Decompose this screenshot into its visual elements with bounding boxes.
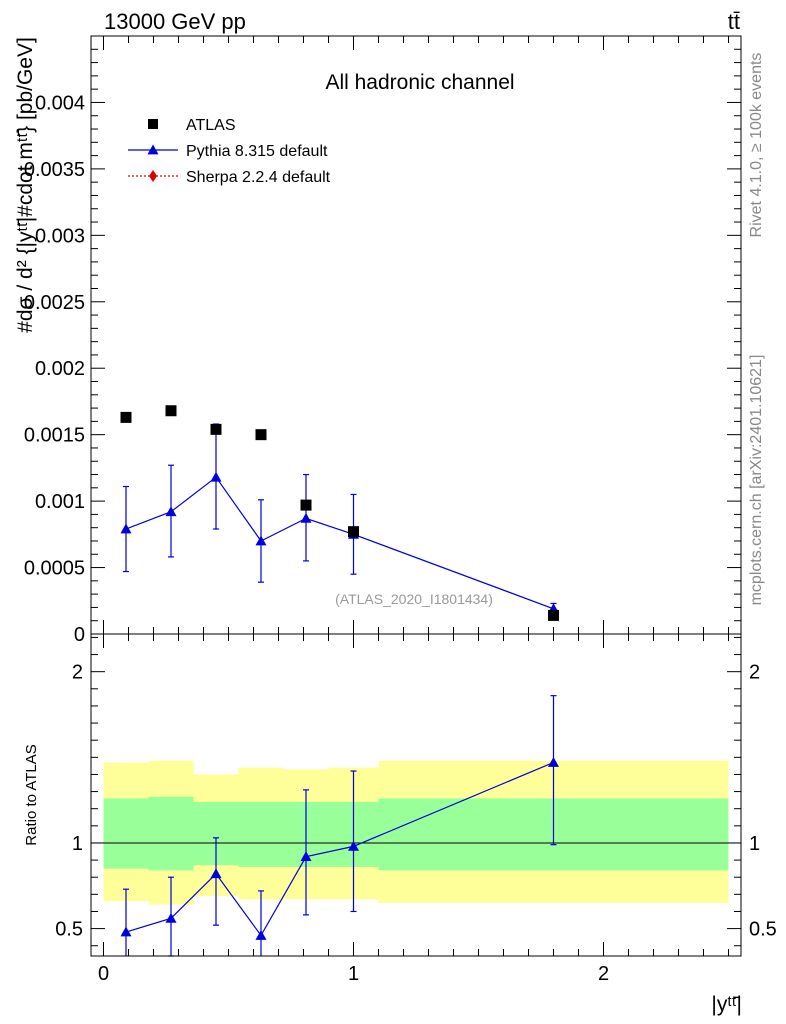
chart-title: All hadronic channel: [325, 71, 514, 94]
atlas-data-point: [255, 429, 267, 441]
legend-label: ATLAS: [186, 117, 236, 134]
ratio-plot-content: [91, 695, 741, 957]
inner-uncertainty-band: [148, 796, 194, 871]
y-tick-label: 0.0035: [24, 159, 85, 181]
y-tick-label: 0.002: [35, 358, 85, 380]
main-panel: 0 0.0005 0.001 0.0015 0.002 0.0025 0.003 0.0035…: [24, 35, 742, 646]
legend-label: Sherpa 2.2.4 default: [186, 169, 331, 186]
pythia-ratio-point: [255, 929, 267, 940]
y-axis-label-ratio: Ratio to ATLAS: [23, 744, 40, 845]
y-tick-label: 0.0005: [24, 558, 85, 580]
mcplots-label: mcplots.cern.ch [arXiv:2401.10621]: [748, 355, 765, 606]
atlas-data-point: [120, 411, 132, 423]
pythia-ratio-point: [165, 912, 177, 923]
y-tick-label-left: 1: [72, 833, 83, 855]
y-tick-label-right: 0.5: [749, 919, 777, 941]
inner-uncertainty-band: [238, 801, 284, 867]
pythia-point: [255, 535, 267, 546]
pythia-line: [125, 476, 554, 610]
legend-label: Pythia 8.315 default: [186, 143, 328, 160]
pythia-ratio-point: [120, 926, 132, 937]
y-tick-label: 0.0025: [24, 292, 85, 314]
main-plot-content: [120, 405, 559, 621]
pythia-ratio-point: [548, 756, 559, 767]
y-axis-label-main: #dσ / d² {|yᵗᵗ̄|#cdot mᵗᵗ̄} [pb/GeV]: [14, 37, 37, 333]
pythia-ratio-point: [300, 851, 312, 862]
atlas-data-point: [210, 423, 222, 435]
pythia-point: [300, 512, 312, 523]
x-tick-label: 1: [348, 963, 359, 985]
legend: ATLAS Pythia 8.315 default Sherpa 2.2.4 de…: [128, 117, 331, 186]
y-tick-label-left: 2: [72, 662, 83, 684]
legend-pythia-marker: [147, 144, 159, 155]
pythia-point: [210, 471, 222, 482]
y-tick-label: 0.0015: [24, 425, 85, 447]
legend-atlas-marker: [148, 119, 158, 129]
process-label: tt̄: [728, 9, 740, 34]
ratio-panel: 0 1 2 0.5 0.5 1 1 2 2: [55, 633, 777, 985]
y-tick-label: 0.003: [35, 225, 85, 247]
x-axis-label: |yᵗᵗ̄|: [711, 993, 742, 1016]
legend-sherpa-marker: [149, 170, 157, 182]
atlas-data-point: [165, 405, 177, 417]
analysis-watermark: (ATLAS_2020_I1801434): [335, 591, 493, 607]
y-tick-label: 0.001: [35, 491, 85, 513]
pythia-point: [120, 523, 132, 534]
y-tick-label-left: 0.5: [55, 919, 83, 941]
atlas-data-point: [300, 499, 312, 511]
y-tick-label: 0.004: [35, 92, 85, 114]
y-tick-label-right: 2: [749, 662, 760, 684]
pythia-ratio-point: [210, 868, 222, 879]
atlas-data-point: [348, 526, 359, 538]
x-tick-label: 0: [98, 963, 109, 985]
ratio-frame: [90, 633, 742, 957]
energy-label: 13000 GeV pp: [104, 9, 246, 34]
ratio-axes: 0 1 2 0.5 0.5 1 1 2 2: [55, 634, 777, 985]
y-tick-label: 0: [74, 624, 85, 646]
pythia-point: [165, 506, 177, 517]
main-axes: 0 0.0005 0.001 0.0015 0.002 0.0025 0.003 0.0035…: [24, 35, 741, 646]
x-tick-label: 2: [598, 963, 609, 985]
inner-uncertainty-band: [103, 798, 149, 869]
atlas-data-point: [548, 609, 559, 621]
y-tick-label-right: 1: [749, 833, 760, 855]
pythia-ratio-point: [348, 840, 359, 851]
rivet-label: Rivet 4.1.0, ≥ 100k events: [748, 53, 765, 238]
